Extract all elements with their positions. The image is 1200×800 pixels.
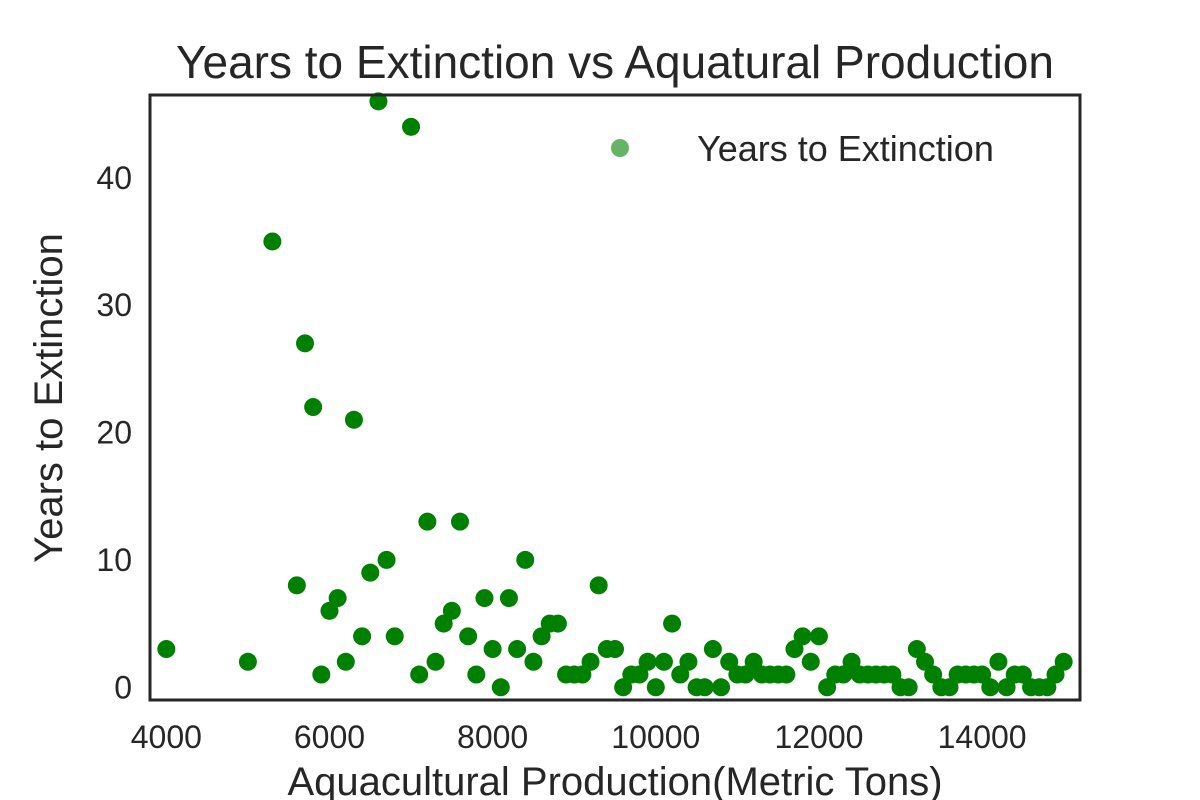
data-point [418, 512, 437, 531]
data-point [304, 398, 323, 417]
data-point [916, 652, 934, 671]
data-point [410, 665, 429, 684]
data-point [793, 627, 812, 646]
data-point [475, 589, 494, 608]
data-point [312, 665, 331, 684]
data-point [296, 334, 314, 353]
chart-title: Years to Extinction vs Aquatural Product… [176, 36, 1054, 88]
data-point [842, 652, 861, 671]
data-point [369, 92, 388, 111]
data-point [483, 640, 502, 659]
data-point [989, 652, 1008, 671]
x-tick-label: 14000 [938, 719, 1027, 755]
data-point [614, 678, 633, 697]
data-point [361, 563, 380, 582]
data-point [801, 652, 820, 671]
data-point [524, 652, 543, 671]
data-point [328, 589, 347, 608]
data-point [777, 665, 796, 684]
legend-label-years-to-extinction: Years to Extinction [697, 128, 994, 169]
data-point [434, 614, 453, 633]
y-tick-label: 20 [96, 415, 132, 451]
legend: Years to Extinction [611, 128, 994, 169]
data-point [157, 640, 176, 659]
data-point [353, 627, 372, 646]
data-point [663, 614, 682, 633]
x-tick-label: 12000 [774, 719, 863, 755]
data-point [508, 640, 527, 659]
data-point [1046, 665, 1065, 684]
data-point [499, 589, 518, 608]
data-point [336, 652, 355, 671]
data-point [548, 614, 567, 633]
data-point [1013, 665, 1032, 684]
y-tick-label: 0 [114, 669, 132, 705]
data-point [238, 652, 257, 671]
data-point [491, 678, 510, 697]
data-point [377, 550, 396, 569]
data-point [736, 665, 755, 684]
data-point [997, 678, 1016, 697]
data-point [834, 665, 853, 684]
data-point [907, 640, 926, 659]
x-tick-label: 6000 [294, 719, 365, 755]
data-point [451, 512, 469, 531]
data-point [638, 652, 657, 671]
data-point [973, 665, 992, 684]
data-point [320, 601, 339, 620]
data-point [818, 678, 837, 697]
data-point [785, 640, 804, 659]
data-point [402, 117, 421, 136]
data-point [883, 665, 902, 684]
data-point [1054, 652, 1073, 671]
data-point [630, 665, 649, 684]
data-point [646, 678, 665, 697]
data-point [581, 652, 600, 671]
y-axis-label: Years to Extinction [27, 233, 71, 563]
data-point [263, 232, 282, 251]
y-tick-label: 40 [96, 160, 132, 196]
data-point [385, 627, 404, 646]
data-point [442, 601, 461, 620]
x-tick-label: 10000 [611, 719, 700, 755]
data-point [287, 576, 306, 595]
y-tick-label: 10 [96, 542, 132, 578]
data-point [695, 678, 714, 697]
data-point [924, 665, 943, 684]
x-tick-label: 4000 [131, 719, 202, 755]
data-point [344, 410, 363, 429]
data-point [1038, 678, 1057, 697]
data-points [157, 92, 1073, 697]
data-point [671, 665, 690, 684]
data-point [467, 665, 486, 684]
plot-frame [148, 93, 1082, 702]
data-point [679, 652, 698, 671]
data-point [532, 627, 551, 646]
data-point [940, 678, 959, 697]
axis-ticks: 4000 6000 8000 10000 12000 14000 0 10 20 30 40 [96, 160, 1026, 755]
data-point [654, 652, 673, 671]
data-point [516, 550, 535, 569]
data-point [703, 640, 722, 659]
data-point [744, 652, 763, 671]
data-point [899, 678, 918, 697]
data-point [809, 627, 828, 646]
data-point [720, 652, 739, 671]
data-point [606, 640, 624, 659]
x-axis-label: Aquacultural Production(Metric Tons) [287, 760, 942, 800]
y-tick-label: 30 [96, 287, 132, 323]
data-point [589, 576, 608, 595]
legend-marker [611, 139, 629, 157]
data-point [426, 652, 445, 671]
data-point [573, 665, 592, 684]
data-point [981, 678, 1000, 697]
data-point [712, 678, 731, 697]
data-point [459, 627, 478, 646]
x-tick-label: 8000 [457, 719, 528, 755]
